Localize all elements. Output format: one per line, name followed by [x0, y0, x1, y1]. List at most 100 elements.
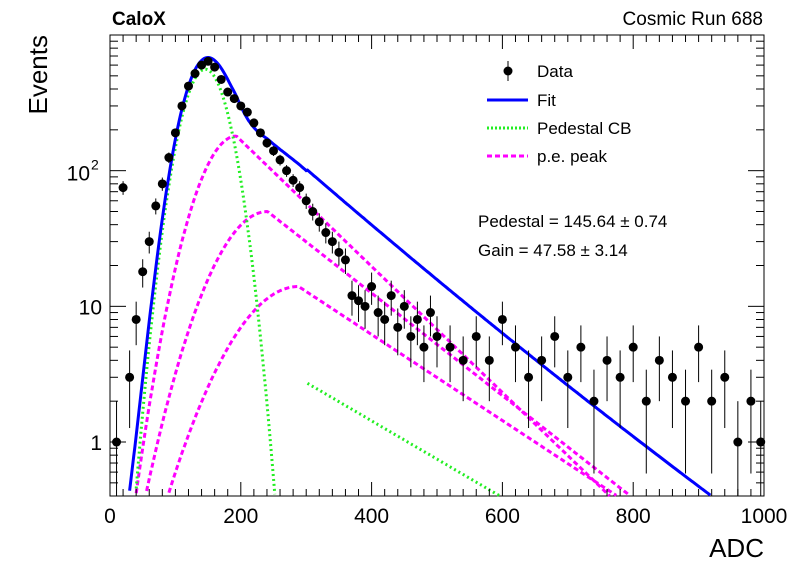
- x-tick-label: 1000: [741, 505, 788, 528]
- data-point-marker: [197, 60, 207, 70]
- x-tick-label: 600: [485, 505, 520, 528]
- data-point: [615, 350, 625, 429]
- data-point-marker: [707, 396, 717, 406]
- data-point: [380, 301, 390, 346]
- data-point-marker: [367, 282, 377, 292]
- data-point-marker: [164, 153, 174, 163]
- data-point: [484, 336, 494, 402]
- pedestal-cb-curve: [134, 67, 501, 498]
- data-point-marker: [151, 201, 161, 211]
- data-point-marker: [138, 267, 148, 277]
- data-point: [249, 118, 259, 128]
- plot-frame: [109, 34, 765, 497]
- data-point-marker: [537, 355, 547, 365]
- data-point-marker: [144, 237, 154, 247]
- data-point: [746, 369, 756, 474]
- data-point-marker: [125, 372, 135, 382]
- data-point-marker: [380, 314, 390, 324]
- data-point: [295, 181, 305, 195]
- legend-label-pe: p.e. peak: [537, 147, 607, 166]
- legend-entry-data: Data: [503, 61, 573, 81]
- data-point: [308, 203, 318, 221]
- data-point-marker: [667, 372, 677, 382]
- data-point: [164, 152, 174, 164]
- data-point: [131, 301, 141, 346]
- data-point: [340, 248, 350, 275]
- pe-peak-curve-3: [167, 285, 618, 497]
- data-point: [373, 295, 383, 337]
- legend-marker-data: [503, 66, 513, 76]
- data-point-marker: [412, 314, 422, 324]
- data-point-marker: [360, 301, 370, 311]
- y-tick-label: 10: [79, 296, 102, 319]
- data-point-marker: [242, 107, 252, 117]
- data-point-marker: [275, 155, 285, 165]
- data-point: [589, 369, 599, 474]
- data-point: [681, 369, 691, 474]
- data-point-marker: [386, 291, 396, 301]
- data-point-marker: [373, 308, 383, 318]
- data-point: [236, 101, 246, 111]
- data-point-marker: [262, 138, 272, 148]
- data-point-marker: [550, 331, 560, 341]
- y-tick-label-exponent: 2: [91, 157, 99, 173]
- x-axis-label: ADC: [709, 533, 764, 563]
- data-point: [524, 350, 534, 429]
- data-point-marker: [589, 396, 599, 406]
- legend-label-data: Data: [537, 62, 573, 81]
- data-point-marker: [654, 355, 664, 365]
- legend: Data Fit Pedestal CB p.e. peak: [487, 61, 632, 166]
- data-point-marker: [131, 314, 141, 324]
- data-point: [144, 231, 154, 254]
- data-point: [229, 94, 239, 104]
- data-point-marker: [432, 331, 442, 341]
- data-point: [445, 325, 455, 383]
- x-tick-label: 0: [104, 505, 116, 528]
- data-point: [510, 325, 520, 383]
- data-point-marker: [301, 196, 311, 206]
- data-point-marker: [694, 342, 704, 352]
- data-point: [282, 165, 292, 177]
- data-point-marker: [255, 128, 265, 138]
- annotation-gain: Gain = 47.58 ± 3.14: [478, 241, 628, 260]
- data-point: [628, 325, 638, 383]
- data-point: [314, 213, 324, 232]
- data-point: [183, 81, 193, 91]
- data-point: [157, 177, 167, 191]
- data-point-marker: [249, 118, 259, 128]
- data-point: [497, 301, 507, 346]
- data-point: [255, 128, 265, 138]
- data-point: [537, 336, 547, 402]
- data-point: [301, 193, 311, 209]
- data-point-marker: [425, 308, 435, 318]
- data-point-marker: [393, 322, 403, 332]
- data-point: [432, 316, 442, 368]
- data-point-marker: [288, 175, 298, 185]
- data-point: [321, 223, 331, 244]
- y-tick-label: 10: [67, 163, 90, 186]
- data-point-marker: [236, 101, 246, 111]
- data-point: [694, 325, 704, 383]
- data-point: [471, 316, 481, 368]
- data-point: [458, 336, 468, 402]
- data-point: [275, 154, 285, 166]
- data-point: [602, 336, 612, 402]
- data-point: [190, 69, 200, 79]
- data-point: [654, 336, 664, 402]
- legend-label-fit: Fit: [537, 91, 556, 110]
- x-tick-label: 200: [223, 505, 258, 528]
- data-point: [216, 74, 226, 84]
- data-point-marker: [720, 372, 730, 382]
- data-point-marker: [628, 342, 638, 352]
- data-point: [550, 316, 560, 368]
- data-point: [223, 87, 233, 97]
- y-tick-label: 1: [90, 432, 102, 455]
- data-point: [367, 272, 377, 305]
- data-point-marker: [399, 301, 409, 311]
- data-point: [170, 128, 180, 138]
- pe-peak-curve-2: [145, 209, 631, 497]
- data-point-marker: [157, 179, 167, 189]
- fit-curves: [128, 55, 712, 498]
